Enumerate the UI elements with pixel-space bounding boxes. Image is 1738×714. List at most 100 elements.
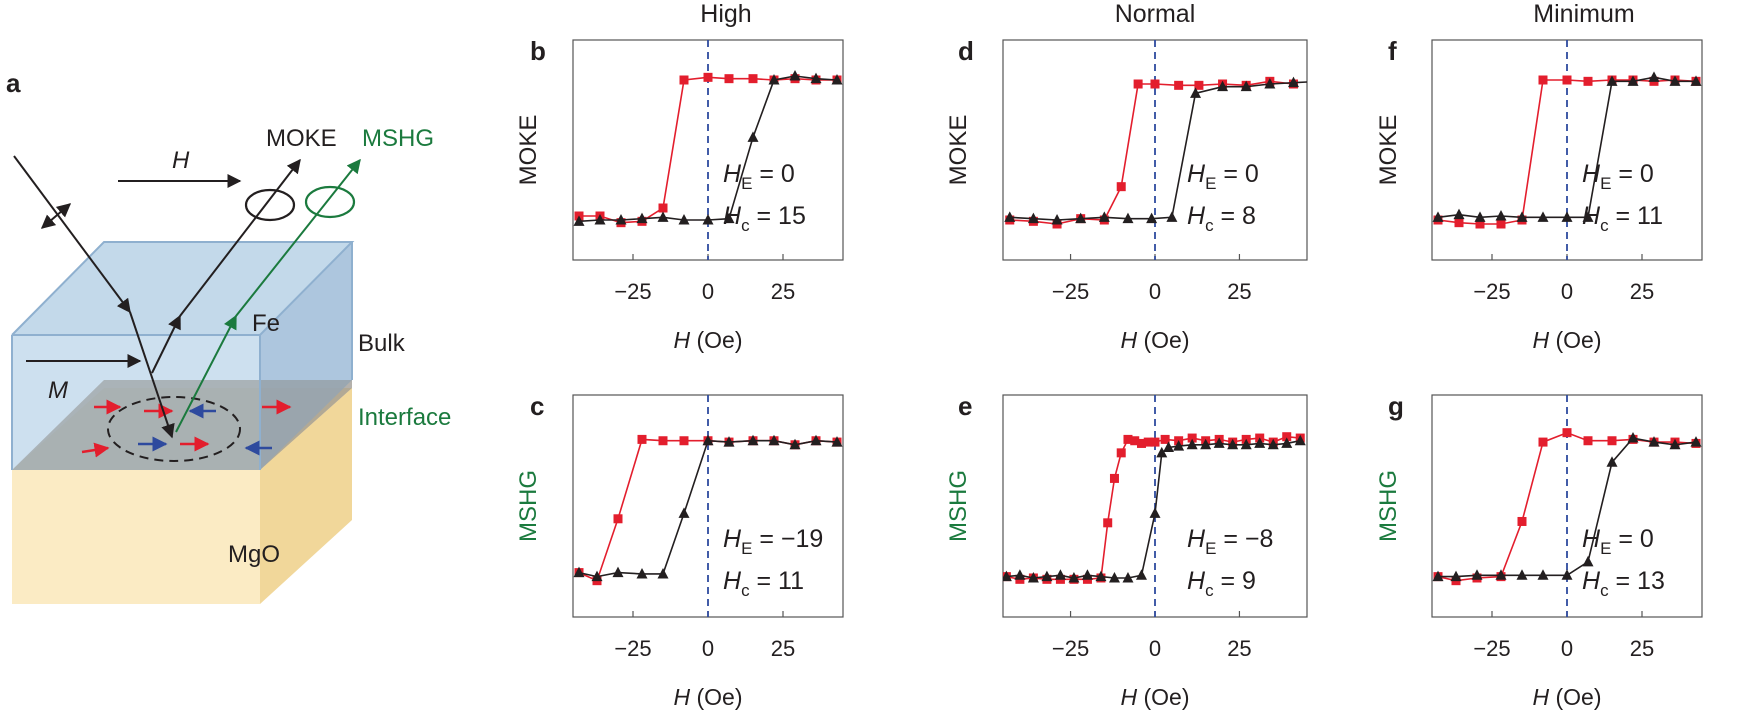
- mgo-front-face: [12, 470, 260, 604]
- data-point-triangle: [1264, 78, 1276, 89]
- data-point-triangle: [1217, 80, 1229, 92]
- x-tick-label: 25: [1630, 636, 1654, 661]
- data-point-triangle: [1014, 569, 1026, 580]
- data-point-triangle: [747, 434, 759, 446]
- x-tick-label: −25: [614, 279, 651, 304]
- data-point-triangle: [1648, 436, 1660, 447]
- series-black-triangles: [573, 434, 843, 582]
- data-point-triangle: [612, 566, 624, 578]
- data-point-triangle: [1516, 211, 1528, 222]
- y-axis-label: MSHG: [1375, 470, 1402, 542]
- data-point-triangle: [1200, 438, 1212, 450]
- data-point-square: [1282, 432, 1292, 442]
- x-tick-label: −25: [1473, 636, 1510, 661]
- exchange-bias-annotation: HE = 0: [1582, 525, 1654, 558]
- panel-label-a: a: [6, 68, 21, 98]
- fe-label: Fe: [252, 310, 280, 337]
- y-axis-label: MOKE: [515, 115, 542, 186]
- data-point-triangle: [1081, 569, 1093, 580]
- data-point-triangle: [1267, 438, 1279, 450]
- panel-c: c MSHG −25 0 25 H (Oe) HE = −19 Hc = 11: [515, 391, 844, 710]
- data-point-square: [1496, 219, 1506, 229]
- data-point-square: [1160, 434, 1170, 444]
- data-point-triangle: [1098, 211, 1110, 222]
- mgo-side-face: [260, 388, 352, 604]
- data-point-triangle: [1648, 71, 1660, 82]
- data-point-square: [703, 72, 713, 82]
- data-point-triangle: [1690, 75, 1702, 86]
- series-line: [1006, 435, 1301, 581]
- data-point-triangle: [1627, 75, 1639, 86]
- panel-label-e: e: [958, 391, 972, 421]
- data-point-triangle: [1471, 569, 1483, 580]
- data-point-square: [658, 436, 668, 446]
- y-axis-label: MSHG: [515, 470, 542, 542]
- data-point-triangle: [1432, 211, 1444, 222]
- data-point-triangle: [768, 74, 780, 85]
- data-point-triangle: [1227, 438, 1239, 450]
- coercivity-annotation: Hc = 11: [723, 567, 804, 600]
- moke-polarization-ellipse: [244, 188, 296, 222]
- data-point-triangle: [636, 567, 648, 579]
- data-point-square: [1133, 79, 1143, 89]
- data-point-square: [1187, 433, 1197, 443]
- data-point-triangle: [1495, 210, 1507, 221]
- data-point-square: [724, 74, 734, 84]
- data-point-square: [1583, 436, 1593, 446]
- panel-g: g MSHG −25 0 25 H (Oe) HE = 0 Hc = 13: [1375, 391, 1703, 710]
- data-point-square: [1150, 437, 1160, 447]
- data-point-triangle: [1582, 555, 1594, 567]
- dashed-domain-ellipse: [107, 396, 241, 462]
- data-point-triangle: [1627, 432, 1639, 443]
- y-axis-label: MSHG: [945, 470, 972, 542]
- x-tick-label: −25: [1052, 279, 1089, 304]
- y-axis-label: MOKE: [1375, 115, 1402, 186]
- data-point-triangle: [1122, 571, 1134, 583]
- x-tick-label: 0: [1149, 279, 1161, 304]
- data-point-triangle: [1240, 438, 1252, 450]
- data-point-triangle: [1669, 438, 1681, 450]
- y-axis-label: MOKE: [945, 115, 972, 186]
- x-tick-label: 25: [1630, 279, 1654, 304]
- panel-label-d: d: [958, 36, 974, 66]
- moke-inner-beam: [151, 314, 181, 374]
- panel-label-b: b: [530, 36, 546, 66]
- panel-label-f: f: [1388, 36, 1397, 66]
- data-point-square: [1116, 182, 1126, 192]
- data-point-triangle: [702, 214, 714, 225]
- data-point-triangle: [1075, 212, 1087, 224]
- data-point-triangle: [789, 70, 801, 81]
- data-point-square: [1116, 448, 1126, 458]
- data-point-square: [1123, 434, 1133, 444]
- data-point-triangle: [1453, 208, 1465, 220]
- data-point-triangle: [1173, 440, 1185, 451]
- panel-label-g: g: [1388, 391, 1404, 421]
- x-axis-label: H (Oe): [673, 327, 742, 353]
- data-point-triangle: [1108, 571, 1120, 583]
- panel-f: f MOKE −25 0 25 H (Oe) HE = 0 Hc = 11: [1375, 36, 1703, 353]
- data-point-triangle: [636, 212, 648, 224]
- series-black-triangles: [1432, 432, 1702, 582]
- data-point-triangle: [1669, 75, 1681, 86]
- column-title-minimum: Minimum: [1533, 0, 1634, 28]
- data-point-triangle: [1068, 571, 1080, 583]
- data-point-triangle: [1690, 436, 1702, 447]
- data-point-triangle: [1190, 87, 1202, 98]
- series-line: [1006, 439, 1301, 579]
- data-point-square: [1562, 428, 1572, 438]
- column-title-normal: Normal: [1115, 0, 1196, 28]
- data-point-square: [1194, 80, 1204, 90]
- data-point-triangle: [1095, 570, 1107, 582]
- data-point-triangle: [1606, 75, 1618, 86]
- data-point-triangle: [678, 507, 690, 518]
- data-point-triangle: [591, 570, 603, 582]
- data-point-square: [748, 74, 758, 84]
- data-point-triangle: [1432, 570, 1444, 582]
- data-point-triangle: [1537, 569, 1549, 580]
- data-point-triangle: [789, 438, 801, 450]
- data-point-square: [1103, 518, 1113, 528]
- magnetization-label: M: [48, 377, 68, 404]
- x-axis-label: H (Oe): [673, 684, 742, 710]
- data-point-square: [1130, 436, 1140, 446]
- data-point-triangle: [1027, 212, 1039, 224]
